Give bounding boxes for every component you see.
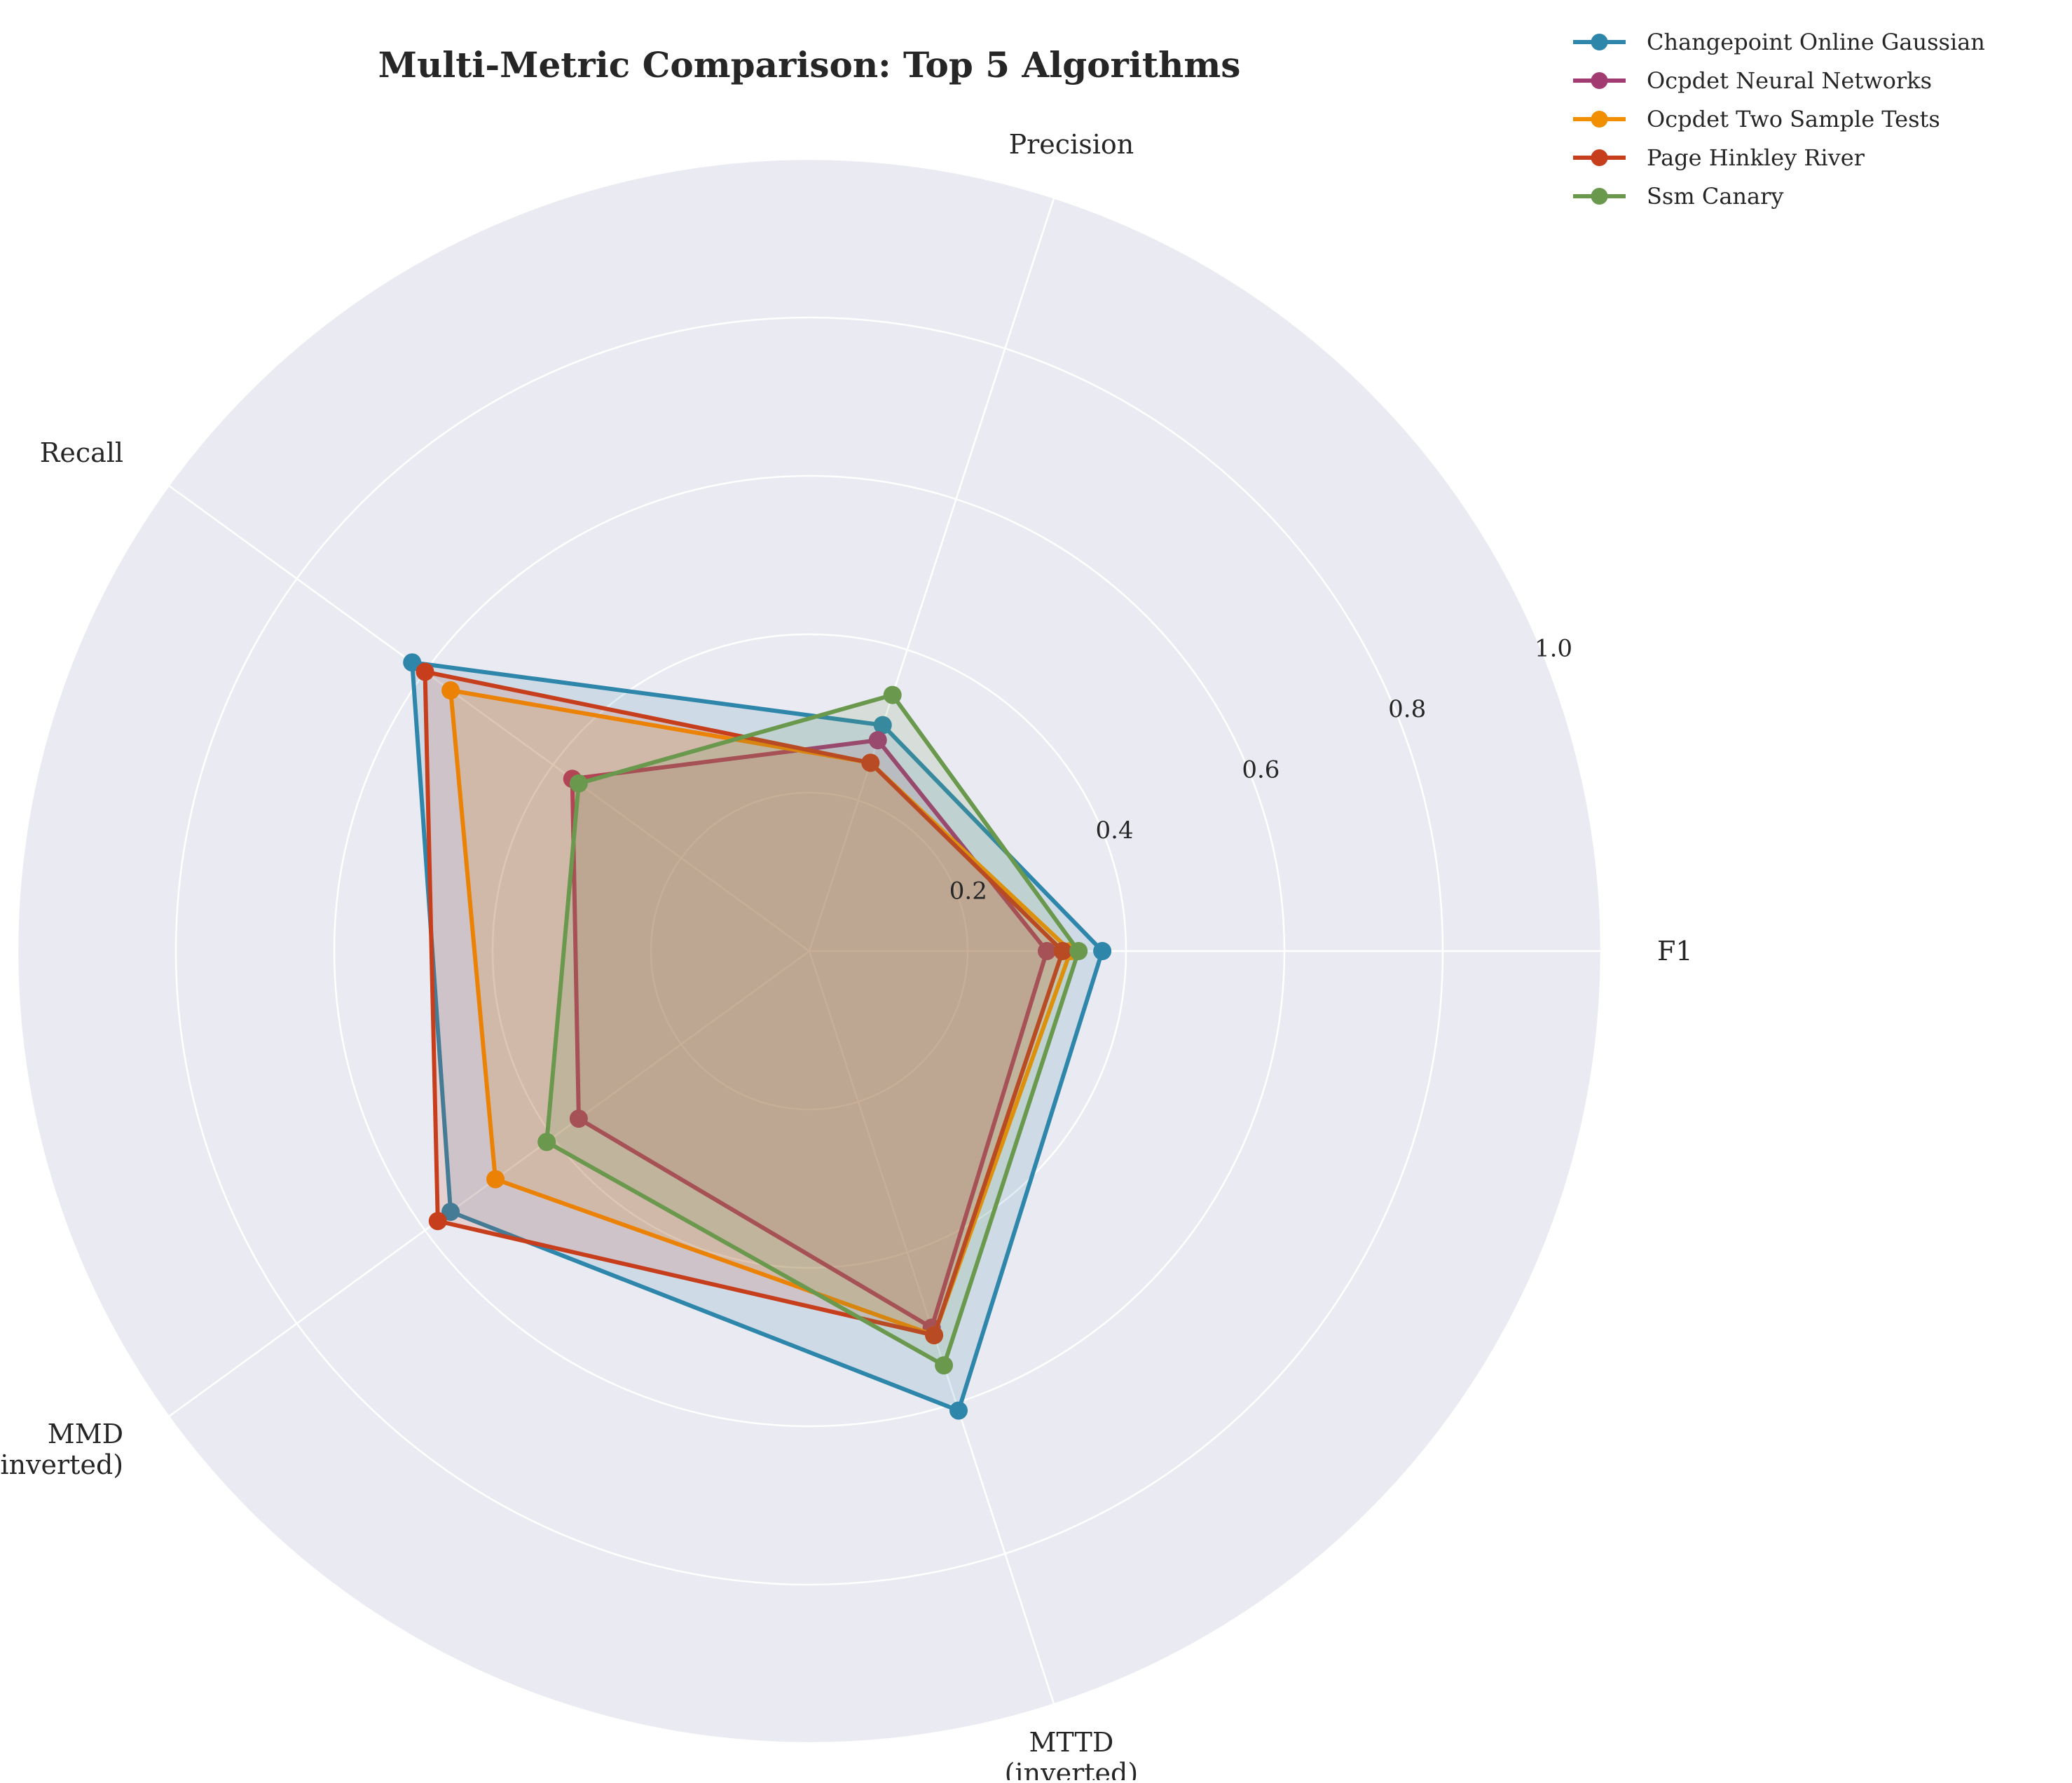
data-point	[537, 1133, 556, 1152]
data-point	[935, 1356, 954, 1375]
axis-label-line: MMD	[48, 1419, 123, 1449]
data-point	[861, 753, 880, 772]
axis-label-line: Precision	[1009, 129, 1134, 160]
grid-spoke	[808, 197, 1055, 952]
data-point	[1053, 942, 1072, 960]
axis-label-precision: Precision	[1009, 129, 1134, 160]
axis-label-line: F1	[1657, 936, 1693, 966]
series-line	[570, 738, 1049, 1330]
radial-tick-label: 0.2	[949, 877, 987, 906]
data-point	[569, 1109, 588, 1128]
series-area	[425, 671, 1063, 1336]
legend-item: Changepoint Online Gaussian	[1573, 29, 1985, 55]
data-point	[1069, 942, 1088, 960]
axis-label-line: Recall	[40, 437, 123, 468]
radial-tick-label: 0.6	[1242, 756, 1279, 784]
legend-label: Page Hinkley River	[1647, 144, 1865, 171]
legend-marker	[1591, 72, 1608, 89]
data-point	[486, 1170, 505, 1189]
series-4	[537, 685, 1088, 1375]
legend-label: Changepoint Online Gaussian	[1647, 29, 1985, 55]
data-point	[868, 731, 887, 750]
legend-label: Ssm Canary	[1647, 183, 1783, 210]
legend-marker	[1591, 34, 1608, 50]
series-3	[416, 662, 1072, 1345]
axis-label-line: (inverted)	[1005, 1758, 1138, 1780]
data-point	[949, 1401, 968, 1420]
legend-item: Ssm Canary	[1573, 183, 1783, 210]
data-point	[416, 662, 434, 681]
legend-marker	[1591, 149, 1608, 166]
legend-label: Ocpdet Neural Networks	[1647, 67, 1932, 94]
legend-item: Ocpdet Two Sample Tests	[1573, 106, 1940, 132]
data-point	[441, 681, 460, 700]
axis-label-line: MTTD	[1029, 1727, 1114, 1758]
axis-label-mmd: MMD (inverted)	[0, 1419, 123, 1480]
data-point	[883, 685, 902, 704]
radial-tick-label: 1.0	[1535, 635, 1572, 663]
series-area	[572, 740, 1047, 1328]
data-point	[1093, 942, 1112, 960]
data-point	[403, 653, 422, 672]
chart-title: Multi-Metric Comparison: Top 5 Algorithm…	[378, 44, 1241, 86]
series-line	[544, 692, 1081, 1368]
data-point	[441, 1202, 460, 1221]
axis-label-f1: F1	[1657, 936, 1693, 966]
grid-spoke	[168, 484, 810, 952]
series-line	[423, 669, 1065, 1338]
legend: Changepoint Online Gaussian Ocpdet Neural…	[1573, 29, 1985, 210]
legend-item: Page Hinkley River	[1573, 144, 1865, 171]
series-area	[412, 662, 1103, 1411]
axis-label-mttd: MTTD (inverted)	[1005, 1727, 1138, 1780]
data-point	[873, 716, 892, 735]
data-point	[428, 1212, 447, 1231]
legend-item: Ocpdet Neural Networks	[1573, 67, 1932, 94]
axis-label-line: (inverted)	[0, 1449, 123, 1480]
series-area	[547, 695, 1079, 1366]
data-point	[569, 774, 588, 793]
radial-tick-label: 0.8	[1388, 695, 1426, 723]
legend-marker	[1591, 111, 1608, 128]
data-point	[925, 1326, 944, 1345]
legend-label: Ocpdet Two Sample Tests	[1647, 106, 1940, 132]
radial-tick-label: 0.4	[1096, 817, 1134, 845]
series-1	[563, 731, 1056, 1337]
data-point	[1038, 942, 1056, 960]
axis-label-recall: Recall	[40, 437, 123, 468]
legend-marker	[1591, 188, 1608, 205]
